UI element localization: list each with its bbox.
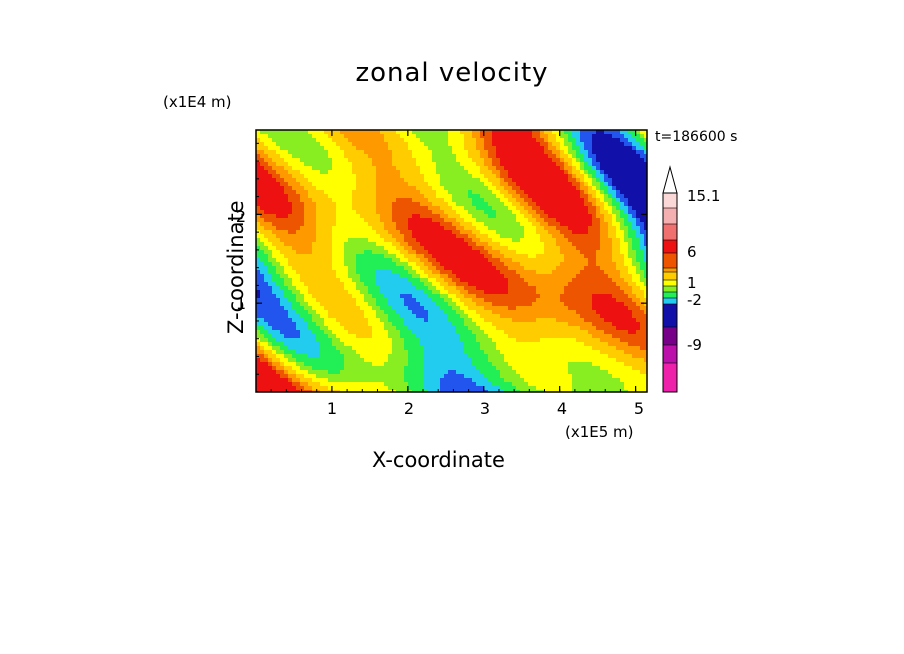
x-tick-label: 1: [326, 399, 338, 418]
y-tick-label: 1: [235, 294, 246, 313]
colorbar-segment: [663, 272, 677, 280]
y-tick-label: 2: [235, 207, 246, 226]
colorbar-segment: [663, 253, 677, 268]
colorbar-segment: [663, 304, 677, 327]
x-tick-label: 2: [403, 399, 415, 418]
colorbar-label: -9: [687, 336, 702, 354]
colorbar-segment: [663, 280, 677, 286]
colorbar-segment: [663, 268, 677, 272]
plot-frame: [255, 129, 648, 393]
colorbar-segment: [663, 298, 677, 304]
colorbar-segment: [663, 327, 677, 345]
colorbar-segment: [663, 345, 677, 363]
colorbar-segment: [663, 286, 677, 292]
colorbar-segment: [663, 224, 677, 240]
colorbar-segment: [663, 240, 677, 253]
x-axis-unit: (x1E5 m): [565, 423, 634, 441]
time-annotation: t=186600 s: [655, 129, 738, 145]
colorbar-segment: [663, 193, 677, 208]
colorbar-label: 15.1: [687, 187, 721, 205]
colorbar-segment: [663, 208, 677, 224]
x-axis-label: X-coordinate: [372, 448, 505, 472]
colorbar-label: 1: [687, 274, 697, 292]
x-tick-label: 4: [556, 399, 568, 418]
y-axis-label: Z-coordinate: [224, 200, 248, 334]
colorbar-segment: [663, 292, 677, 298]
chart-title: zonal velocity: [355, 58, 549, 88]
colorbar-label: 6: [687, 243, 697, 261]
x-tick-label: 3: [479, 399, 491, 418]
colorbar-extend-arrow: [662, 165, 678, 194]
contour-field: [256, 130, 647, 392]
y-axis-unit: (x1E4 m): [163, 93, 232, 111]
x-tick-label: 5: [633, 399, 645, 418]
colorbar-segment: [663, 363, 677, 392]
colorbar-label: -2: [687, 291, 702, 309]
